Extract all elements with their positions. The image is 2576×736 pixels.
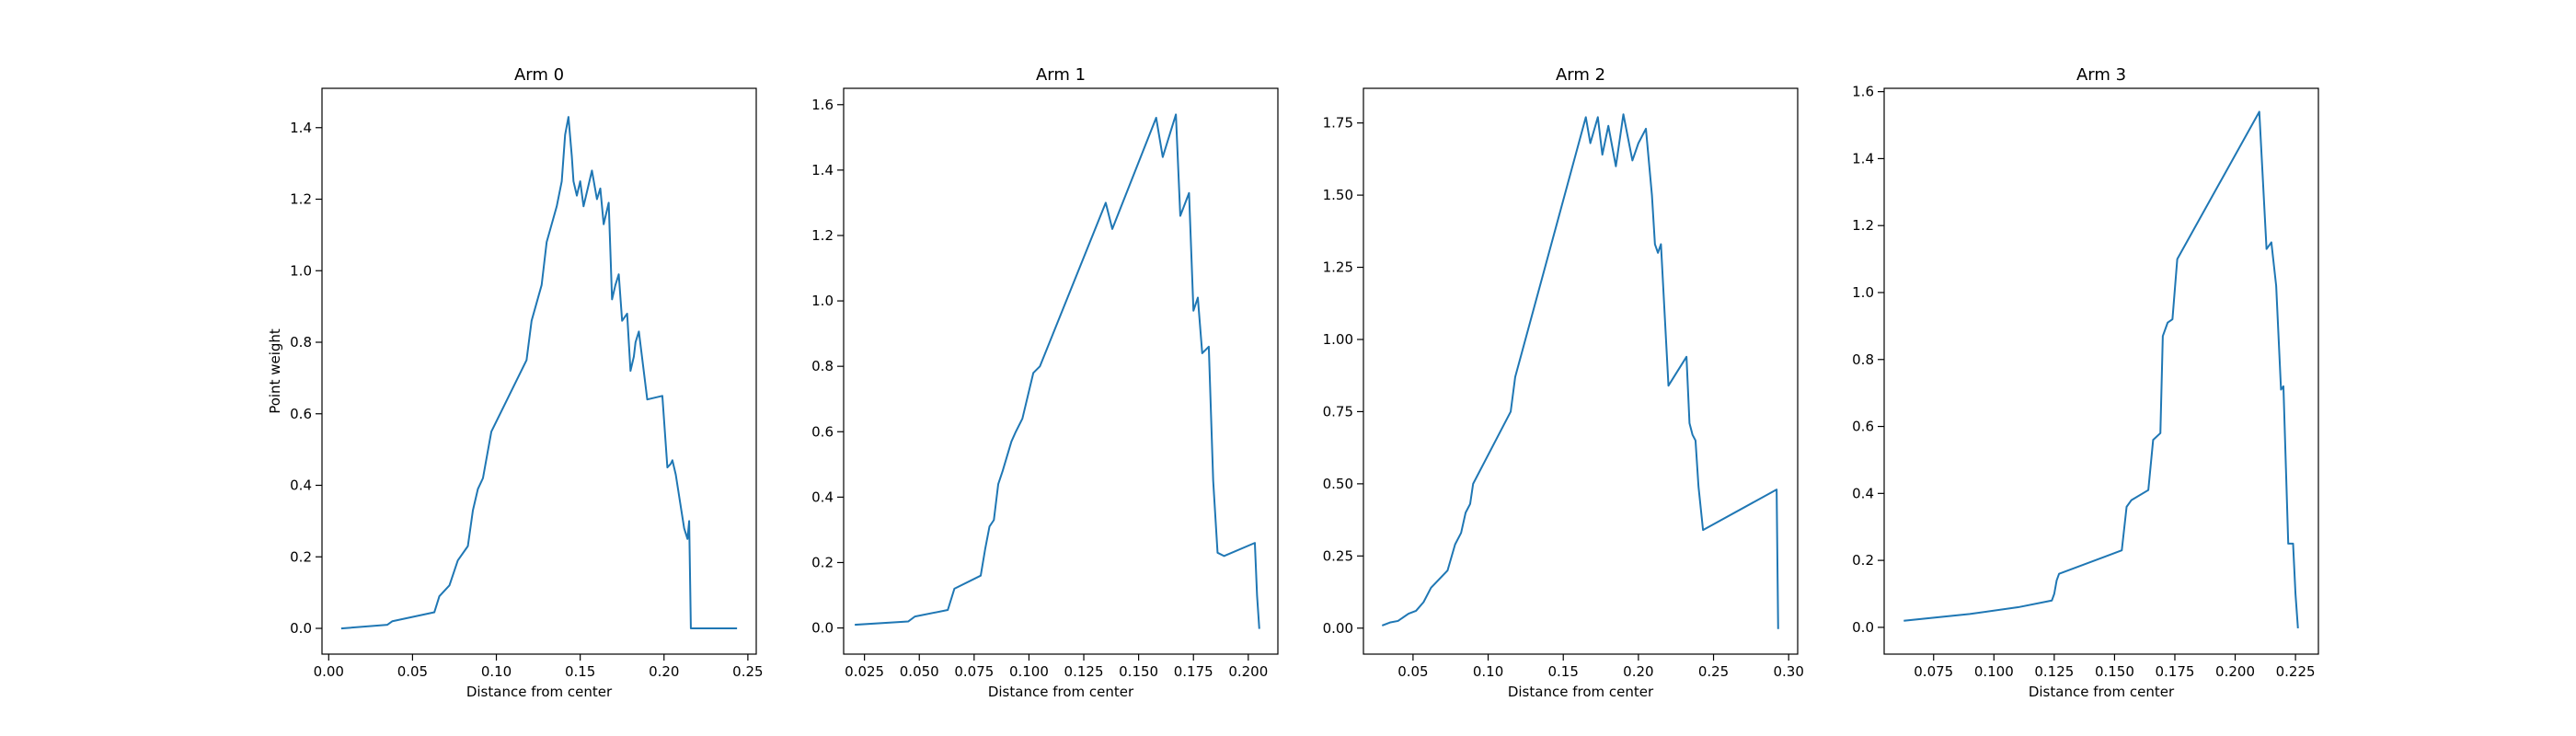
x-axis-label: Distance from center <box>2029 684 2175 700</box>
y-tick-label: 1.2 <box>1852 217 1874 234</box>
x-tick-label: 0.125 <box>2034 663 2074 680</box>
chart-panel-3: 0.075 0.100 0.125 0.150 0.175 0.200 0.225 0.0 0.… <box>1852 65 2319 700</box>
chart-title: Arm 3 <box>2076 65 2126 85</box>
x-axis-label: Distance from center <box>1508 684 1654 700</box>
x-tick-label: 0.20 <box>649 663 679 680</box>
y-tick-label: 1.4 <box>811 162 834 178</box>
y-tick-label: 1.75 <box>1323 115 1353 132</box>
x-tick-label: 0.20 <box>1623 663 1653 680</box>
x-tick-label: 0.125 <box>1064 663 1104 680</box>
x-axis-label: Distance from center <box>988 684 1134 700</box>
y-tick-label: 0.8 <box>290 334 312 351</box>
x-tick-label: 0.15 <box>565 663 595 680</box>
x-tick-label: 0.100 <box>1974 663 2014 680</box>
x-tick-label: 0.25 <box>732 663 763 680</box>
y-tick-label: 1.4 <box>290 120 312 136</box>
y-tick-label: 1.6 <box>811 97 834 113</box>
x-tick-label: 0.30 <box>1773 663 1803 680</box>
x-tick-label: 0.050 <box>900 663 939 680</box>
x-tick-label: 0.25 <box>1698 663 1729 680</box>
y-tick-label: 0.8 <box>1852 351 1874 368</box>
y-tick-label: 0.6 <box>811 423 834 440</box>
plot-frame <box>321 87 757 655</box>
plot-frame <box>1363 87 1799 655</box>
x-axis-label: Distance from center <box>466 684 613 700</box>
y-tick-label: 0.4 <box>1852 485 1874 501</box>
y-tick-label: 0.4 <box>290 477 312 494</box>
y-tick-label: 1.0 <box>290 262 312 279</box>
y-tick-label: 0.4 <box>811 489 834 505</box>
y-tick-label: 0.8 <box>811 358 834 374</box>
x-tick-label: 0.075 <box>954 663 994 680</box>
plot-frame <box>1883 87 2319 655</box>
y-tick-label: 1.2 <box>290 191 312 208</box>
x-tick-label: 0.200 <box>1228 663 1268 680</box>
y-tick-label: 1.6 <box>1852 84 1874 100</box>
y-tick-label: 0.25 <box>1323 547 1353 564</box>
y-tick-label: 0.2 <box>811 554 834 570</box>
y-tick-label: 0.0 <box>290 620 312 637</box>
y-tick-label: 1.2 <box>811 227 834 244</box>
chart-title: Arm 1 <box>1036 65 1086 85</box>
chart-panel-0: 0.00 0.05 0.10 0.15 0.20 0.25 0.0 0.2 0.4 0.6 0.8 1… <box>267 65 764 700</box>
y-tick-label: 0.2 <box>290 548 312 565</box>
x-tick-label: 0.05 <box>1397 663 1428 680</box>
x-tick-label: 0.175 <box>2156 663 2195 680</box>
y-tick-label: 1.0 <box>1852 284 1874 301</box>
y-tick-label: 1.50 <box>1323 187 1353 203</box>
y-tick-label: 1.4 <box>1852 150 1874 167</box>
chart-panel-1: 0.025 0.050 0.075 0.100 0.125 0.150 0.175 0.200… <box>811 65 1279 700</box>
series-line <box>340 116 738 630</box>
x-tick-label: 0.15 <box>1548 663 1579 680</box>
x-tick-label: 0.100 <box>1009 663 1049 680</box>
y-tick-label: 0.00 <box>1323 620 1353 637</box>
y-tick-label: 0.2 <box>1852 552 1874 569</box>
x-tick-label: 0.05 <box>397 663 428 680</box>
chart-panel-2: 0.05 0.10 0.15 0.20 0.25 0.30 0.00 0.25 0.50 0.75… <box>1323 65 1804 700</box>
chart-title: Arm 0 <box>514 65 564 85</box>
x-tick-label: 0.150 <box>2095 663 2134 680</box>
plot-frame <box>843 87 1279 655</box>
y-tick-label: 0.75 <box>1323 403 1353 420</box>
x-tick-label: 0.00 <box>314 663 344 680</box>
y-tick-label: 0.6 <box>290 406 312 422</box>
x-tick-label: 0.10 <box>481 663 512 680</box>
x-tick-label: 0.075 <box>1914 663 1953 680</box>
series-line <box>1903 110 2299 628</box>
series-line <box>855 113 1260 629</box>
y-tick-label: 0.0 <box>1852 619 1874 636</box>
y-tick-label: 0.50 <box>1323 476 1353 492</box>
x-tick-label: 0.025 <box>845 663 884 680</box>
y-axis-label: Point weight <box>267 328 283 414</box>
x-tick-label: 0.200 <box>2215 663 2255 680</box>
x-tick-label: 0.10 <box>1473 663 1503 680</box>
x-tick-label: 0.150 <box>1119 663 1158 680</box>
y-tick-label: 1.0 <box>811 293 834 309</box>
y-tick-label: 1.00 <box>1323 331 1353 348</box>
chart-title: Arm 2 <box>1556 65 1605 85</box>
y-tick-label: 0.6 <box>1852 419 1874 435</box>
series-line <box>1381 113 1779 629</box>
x-tick-label: 0.175 <box>1174 663 1213 680</box>
y-tick-label: 0.0 <box>811 620 834 637</box>
x-tick-label: 0.225 <box>2276 663 2316 680</box>
y-tick-label: 1.25 <box>1323 259 1353 276</box>
